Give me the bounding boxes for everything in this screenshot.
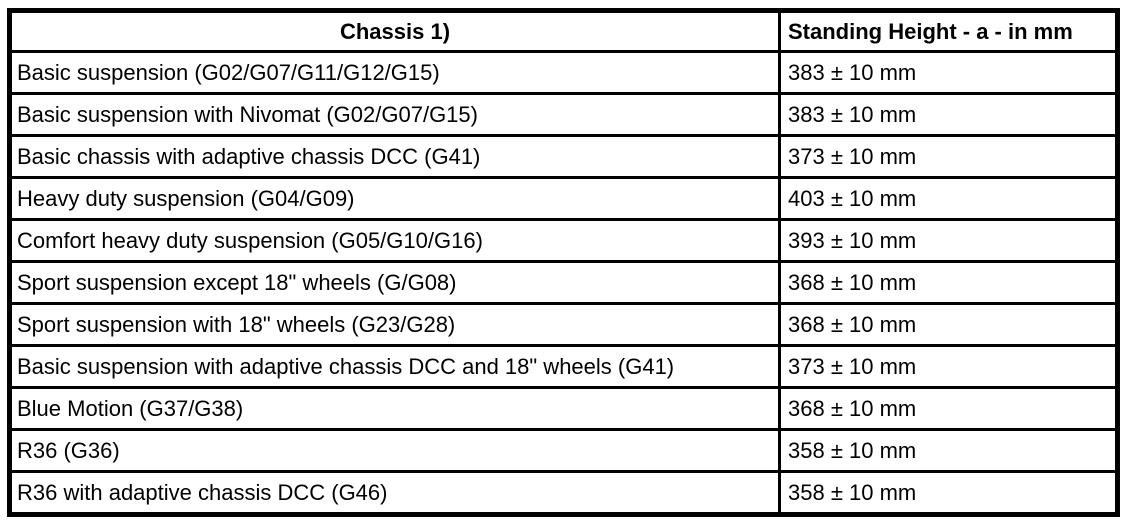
height-cell: 383 ± 10 mm	[778, 50, 1119, 95]
chassis-cell: Basic suspension with Nivomat (G02/G07/G…	[8, 92, 781, 137]
table-row: R36 with adaptive chassis DCC (G46) 358 …	[8, 470, 1119, 516]
height-cell: 373 ± 10 mm	[778, 344, 1119, 389]
standing-height-table: Chassis 1) Standing Height - a - in mm B…	[7, 8, 1120, 517]
height-cell: 368 ± 10 mm	[778, 386, 1119, 431]
table-row: Basic suspension with Nivomat (G02/G07/G…	[8, 92, 1119, 137]
chassis-cell: R36 (G36)	[8, 428, 781, 473]
height-cell: 368 ± 10 mm	[778, 302, 1119, 347]
height-cell: 368 ± 10 mm	[778, 260, 1119, 305]
chassis-column-header: Chassis 1)	[8, 9, 781, 53]
chassis-cell: Basic chassis with adaptive chassis DCC …	[8, 134, 781, 179]
table-row: Heavy duty suspension (G04/G09) 403 ± 10…	[8, 176, 1119, 221]
chassis-cell: Basic suspension (G02/G07/G11/G12/G15)	[8, 50, 781, 95]
height-cell: 358 ± 10 mm	[778, 428, 1119, 473]
standing-height-column-header: Standing Height - a - in mm	[778, 9, 1119, 53]
height-cell: 358 ± 10 mm	[778, 470, 1119, 516]
table-row: Sport suspension with 18" wheels (G23/G2…	[8, 302, 1119, 347]
chassis-cell: Heavy duty suspension (G04/G09)	[8, 176, 781, 221]
height-cell: 393 ± 10 mm	[778, 218, 1119, 263]
chassis-cell: Blue Motion (G37/G38)	[8, 386, 781, 431]
table-row: Basic suspension (G02/G07/G11/G12/G15) 3…	[8, 50, 1119, 95]
table-row: Basic chassis with adaptive chassis DCC …	[8, 134, 1119, 179]
table-row: Sport suspension except 18" wheels (G/G0…	[8, 260, 1119, 305]
document-page: Chassis 1) Standing Height - a - in mm B…	[7, 8, 1120, 517]
table-row: Basic suspension with adaptive chassis D…	[8, 344, 1119, 389]
header-row: Chassis 1) Standing Height - a - in mm	[8, 9, 1119, 53]
chassis-cell: Basic suspension with adaptive chassis D…	[8, 344, 781, 389]
height-cell: 373 ± 10 mm	[778, 134, 1119, 179]
table-row: Comfort heavy duty suspension (G05/G10/G…	[8, 218, 1119, 263]
chassis-cell: Comfort heavy duty suspension (G05/G10/G…	[8, 218, 781, 263]
table-row: Blue Motion (G37/G38) 368 ± 10 mm	[8, 386, 1119, 431]
chassis-cell: R36 with adaptive chassis DCC (G46)	[8, 470, 781, 516]
height-cell: 403 ± 10 mm	[778, 176, 1119, 221]
table-row: R36 (G36) 358 ± 10 mm	[8, 428, 1119, 473]
height-cell: 383 ± 10 mm	[778, 92, 1119, 137]
chassis-cell: Sport suspension except 18" wheels (G/G0…	[8, 260, 781, 305]
chassis-cell: Sport suspension with 18" wheels (G23/G2…	[8, 302, 781, 347]
